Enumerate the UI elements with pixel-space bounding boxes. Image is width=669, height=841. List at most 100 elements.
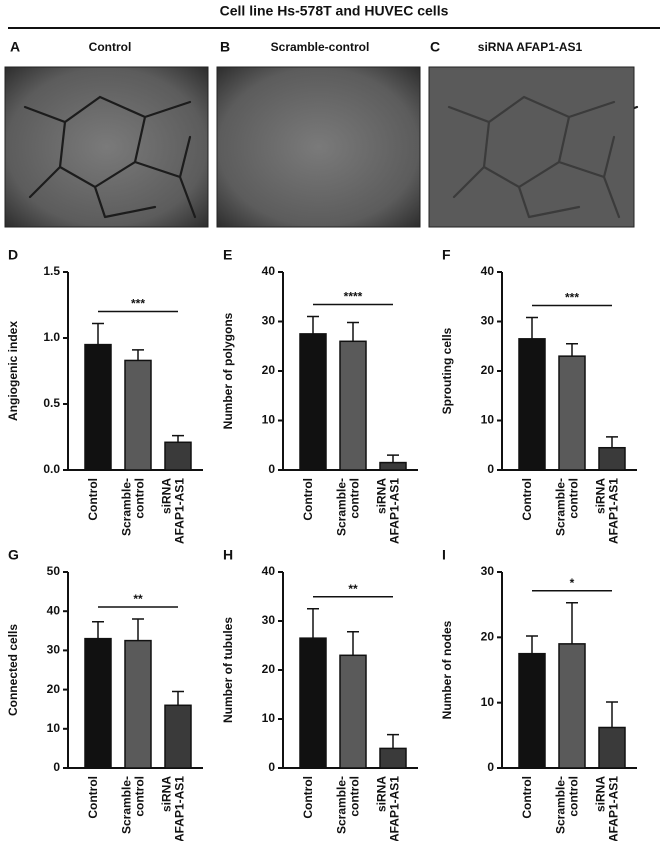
y-tick-label: 20	[262, 662, 276, 676]
bar	[124, 359, 152, 471]
micrograph	[428, 66, 635, 228]
y-tick-label: 0	[487, 760, 494, 774]
y-tick-label: 40	[262, 564, 276, 578]
y-axis-label: Sprouting cells	[440, 327, 454, 414]
panel-letter: B	[220, 39, 230, 55]
y-tick-label: 30	[481, 564, 495, 578]
bar	[84, 637, 112, 769]
y-tick-label: 40	[47, 603, 61, 617]
y-tick-label: 30	[262, 314, 276, 328]
y-tick-label: 20	[481, 630, 495, 644]
bar	[598, 726, 626, 769]
x-tick-label: control	[133, 776, 147, 817]
x-tick-label: siRNA	[594, 776, 608, 812]
panel-letter: H	[223, 547, 233, 563]
bar	[379, 747, 407, 769]
panel-letter: F	[442, 247, 451, 263]
panel-letter: G	[8, 547, 19, 563]
error-bar	[172, 690, 184, 706]
x-tick-label: Scramble-	[554, 478, 568, 536]
y-tick-label: 10	[481, 413, 495, 427]
significance-label: ***	[131, 297, 145, 311]
bar	[84, 343, 112, 471]
x-tick-label: Control	[520, 478, 534, 521]
y-tick-label: 10	[262, 711, 276, 725]
x-tick-label: control	[133, 478, 147, 519]
bar	[558, 355, 586, 471]
x-tick-label: control	[567, 478, 581, 519]
y-tick-label: 0.0	[43, 462, 60, 476]
x-tick-label: control	[348, 478, 362, 519]
x-tick-label: Scramble-	[554, 776, 568, 834]
significance-label: **	[348, 582, 358, 596]
y-tick-label: 40	[481, 264, 495, 278]
error-bar	[606, 436, 618, 448]
panel-letter: D	[8, 247, 18, 263]
micrographs	[4, 66, 639, 228]
x-tick-label: Scramble-	[335, 776, 349, 834]
y-tick-label: 10	[262, 413, 276, 427]
y-tick-label: 0	[487, 462, 494, 476]
x-tick-label: siRNA	[594, 478, 608, 514]
micrograph	[216, 66, 421, 228]
x-tick-label: Scramble-	[120, 478, 134, 536]
y-axis-label: Number of polygons	[221, 312, 235, 429]
panel-letter: A	[10, 39, 20, 55]
bar	[299, 333, 327, 471]
figure-title: Cell line Hs-578T and HUVEC cells	[220, 3, 449, 19]
x-tick-label: siRNA	[375, 776, 389, 812]
error-bar	[132, 349, 144, 361]
error-bar	[347, 321, 359, 342]
panel-letter: C	[430, 39, 440, 55]
x-tick-label: siRNA	[160, 776, 174, 812]
error-bar	[566, 343, 578, 357]
error-bar	[92, 322, 104, 345]
y-axis-label: Number of nodes	[440, 620, 454, 719]
x-tick-label: Control	[301, 478, 315, 521]
y-tick-label: 30	[481, 314, 495, 328]
x-tick-label: AFAP1-AS1	[607, 478, 621, 544]
y-axis-label: Angiogenic index	[6, 321, 20, 421]
y-axis-label: Number of tubules	[221, 617, 235, 723]
y-tick-label: 10	[481, 695, 495, 709]
bar	[518, 338, 546, 471]
error-bar	[92, 621, 104, 639]
bar	[339, 340, 367, 471]
error-bar	[526, 316, 538, 339]
y-tick-label: 0	[268, 760, 275, 774]
panel-label: Scramble-control	[271, 40, 370, 54]
y-tick-label: 0	[268, 462, 275, 476]
error-bar	[307, 608, 319, 639]
panel-letter: I	[442, 547, 446, 563]
y-tick-label: 30	[47, 643, 61, 657]
y-tick-label: 50	[47, 564, 61, 578]
error-bar	[526, 635, 538, 654]
y-tick-label: 20	[47, 682, 61, 696]
panel-letter: E	[223, 247, 232, 263]
significance-label: ***	[565, 291, 579, 305]
error-bar	[347, 631, 359, 656]
x-tick-label: AFAP1-AS1	[173, 776, 187, 841]
bar	[339, 654, 367, 769]
y-tick-label: 10	[47, 721, 61, 735]
y-tick-label: 0.5	[43, 396, 60, 410]
y-tick-label: 1.5	[43, 264, 60, 278]
bar	[164, 704, 192, 769]
bar	[124, 639, 152, 769]
error-bar	[387, 733, 399, 749]
error-bar	[172, 434, 184, 443]
error-bar	[387, 454, 399, 463]
bar	[164, 441, 192, 471]
significance-label: ****	[344, 290, 363, 304]
y-tick-label: 30	[262, 613, 276, 627]
significance-label: *	[570, 576, 575, 590]
x-tick-label: Control	[86, 776, 100, 819]
x-tick-label: AFAP1-AS1	[173, 478, 187, 544]
x-tick-label: Scramble-	[120, 776, 134, 834]
x-tick-label: control	[567, 776, 581, 817]
x-tick-label: AFAP1-AS1	[388, 776, 402, 841]
panel-label: siRNA AFAP1-AS1	[478, 40, 583, 54]
x-tick-label: Scramble-	[335, 478, 349, 536]
x-tick-label: AFAP1-AS1	[607, 776, 621, 841]
